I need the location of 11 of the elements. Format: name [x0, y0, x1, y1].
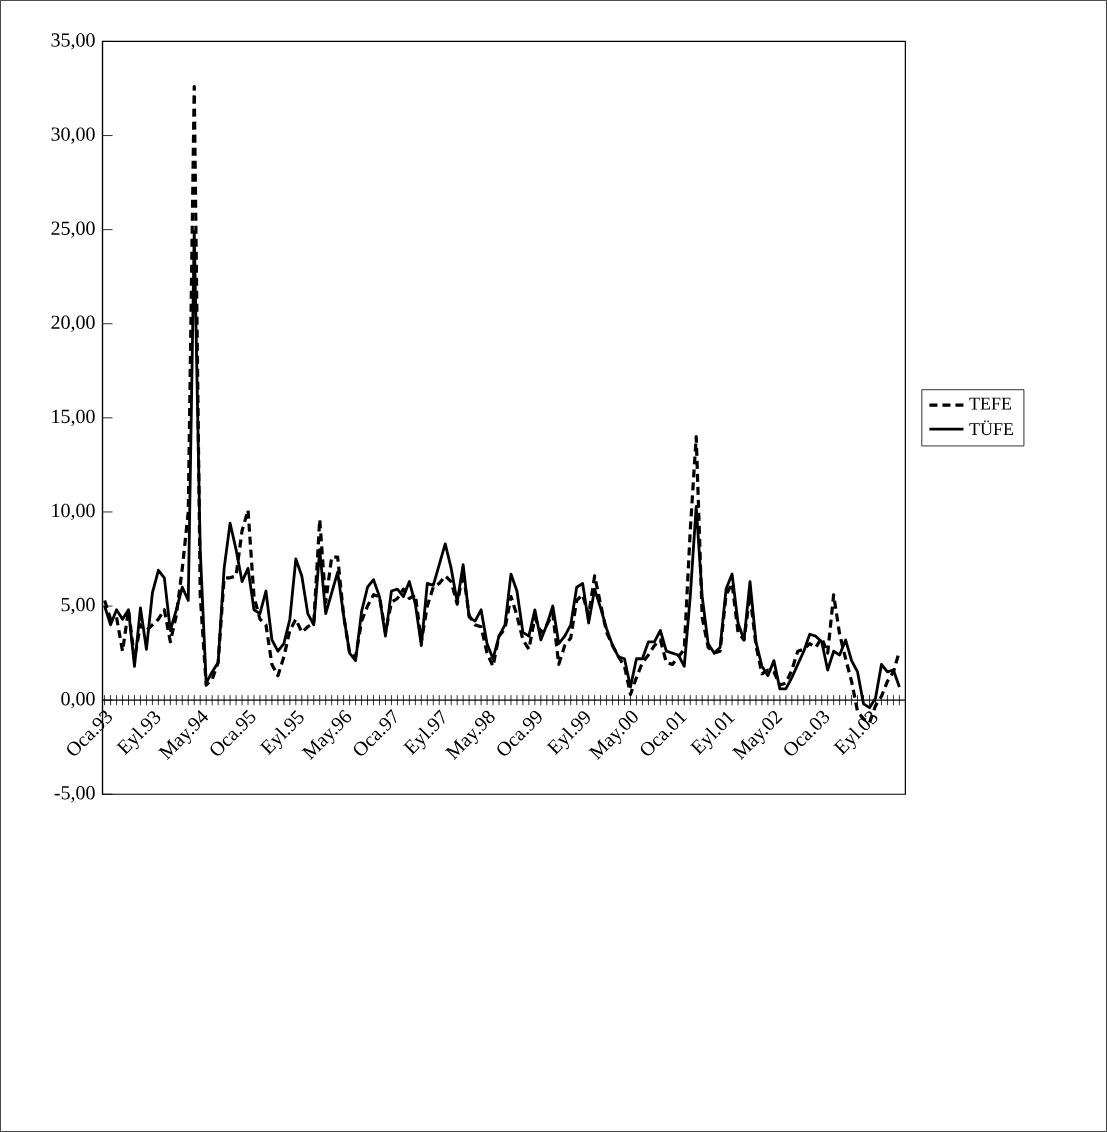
y-tick-label: 5,00	[61, 597, 95, 615]
y-tick-label: 0,00	[61, 691, 95, 709]
y-tick-label: -5,00	[54, 786, 95, 803]
legend-label: TÜFE	[969, 420, 1014, 436]
legend-label: TEFE	[969, 397, 1012, 410]
y-tick-label: 10,00	[52, 503, 95, 521]
y-tick-label: 30,00	[51, 127, 95, 144]
y-tick-label: 20,00	[51, 315, 95, 332]
y-tick-label: 25,00	[51, 221, 95, 238]
y-tick-label: 15,00	[52, 409, 95, 426]
y-tick-label: 35,00	[51, 33, 95, 50]
